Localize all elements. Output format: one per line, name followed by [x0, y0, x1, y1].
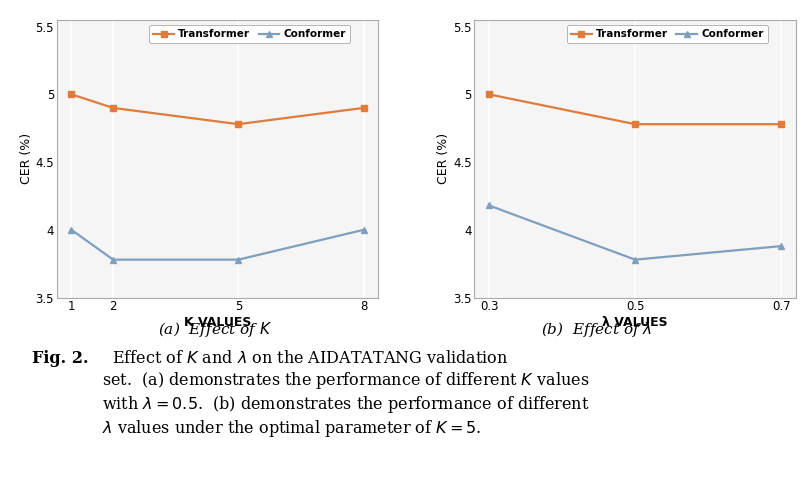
Text: (a)  Effect of $K$: (a) Effect of $K$	[158, 320, 272, 339]
Conformer	[234, 257, 243, 263]
Y-axis label: CER (%): CER (%)	[19, 133, 32, 185]
Line: Conformer: Conformer	[485, 202, 783, 263]
Conformer	[108, 257, 118, 263]
Transformer	[108, 105, 118, 111]
Text: Fig. 2.: Fig. 2.	[32, 350, 89, 367]
Legend: Transformer, Conformer: Transformer, Conformer	[566, 25, 767, 43]
Conformer	[358, 227, 368, 233]
Text: (b)  Effect of $\lambda$: (b) Effect of $\lambda$	[540, 320, 652, 339]
Line: Transformer: Transformer	[485, 91, 783, 127]
Conformer	[67, 227, 76, 233]
Line: Transformer: Transformer	[68, 91, 367, 127]
Line: Conformer: Conformer	[68, 226, 367, 263]
Legend: Transformer, Conformer: Transformer, Conformer	[149, 25, 350, 43]
Conformer	[483, 202, 493, 208]
Transformer	[67, 91, 76, 97]
Conformer	[775, 243, 785, 249]
Transformer	[234, 121, 243, 127]
Transformer	[629, 121, 639, 127]
Text: Effect of $K$ and $\lambda$ on the AIDATATANG validation
set.  (a) demonstrates : Effect of $K$ and $\lambda$ on the AIDAT…	[102, 350, 589, 438]
X-axis label: K VALUES: K VALUES	[183, 316, 251, 329]
X-axis label: λ VALUES: λ VALUES	[602, 316, 667, 329]
Y-axis label: CER (%): CER (%)	[437, 133, 450, 185]
Transformer	[483, 91, 493, 97]
Transformer	[358, 105, 368, 111]
Conformer	[629, 257, 639, 263]
Transformer	[775, 121, 785, 127]
